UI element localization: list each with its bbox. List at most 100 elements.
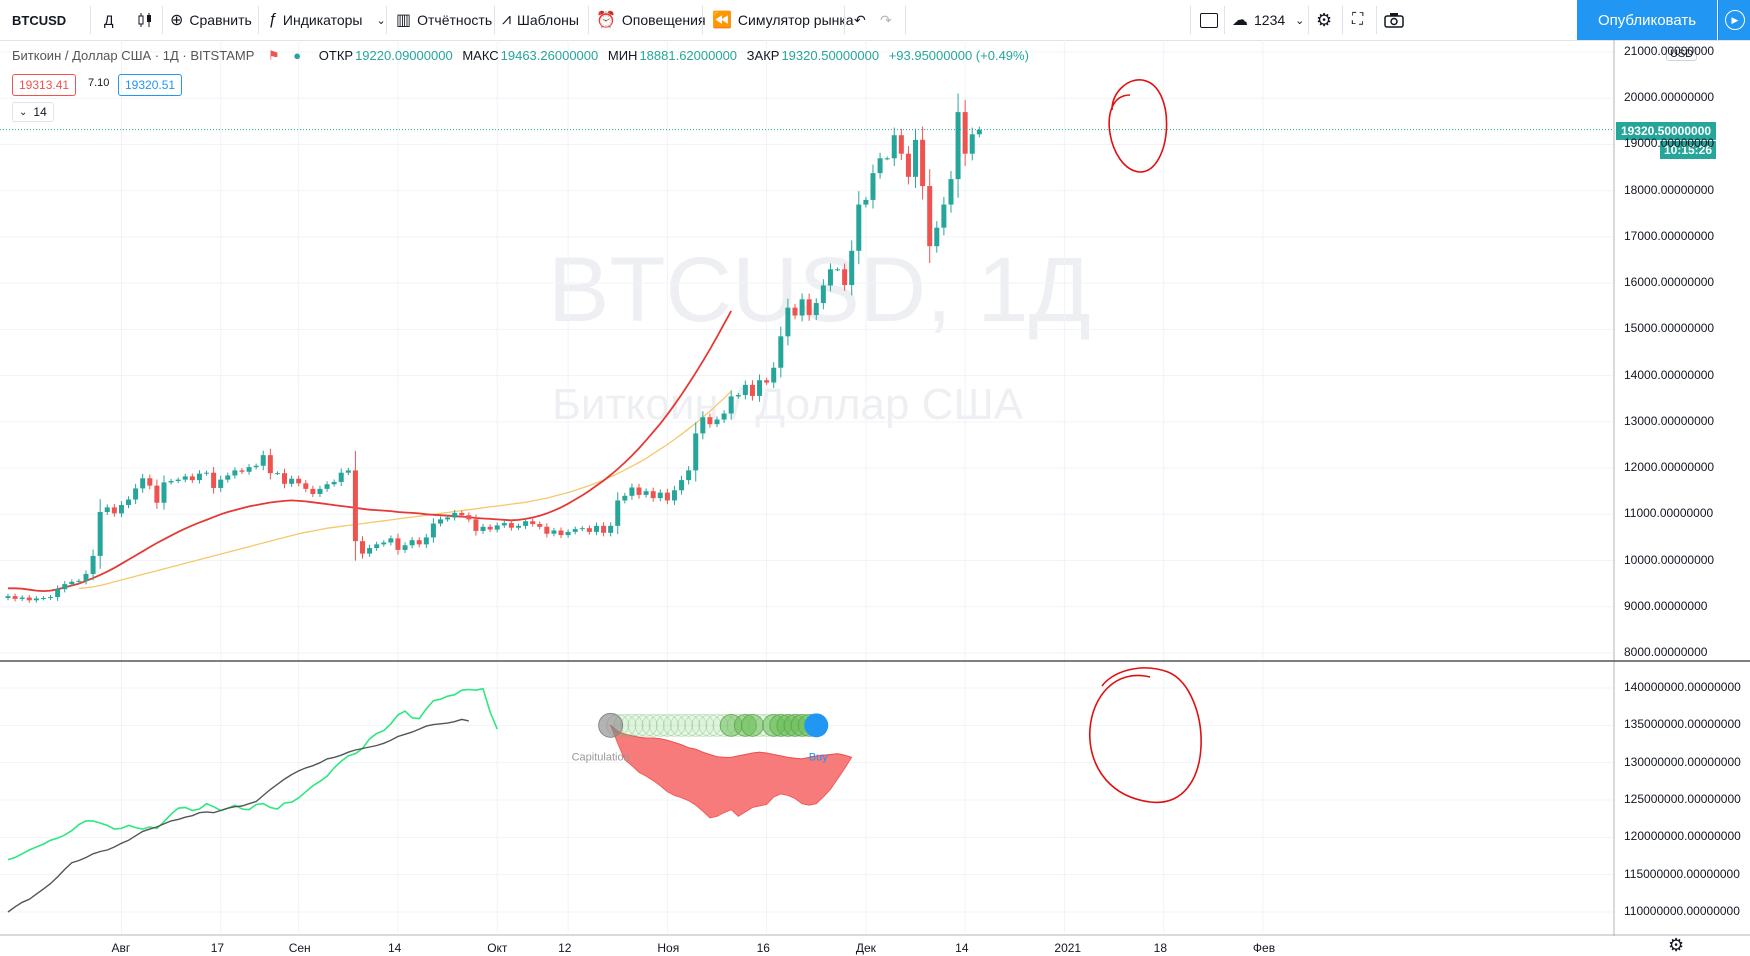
candle-body [785,307,791,337]
ma-slow-line [78,390,732,589]
reports-button[interactable]: ▥ Отчётность [396,0,492,40]
divider [494,6,495,34]
price-tick-label: 8000.00000000 [1624,645,1708,659]
candle-body [40,597,46,599]
indicators-button[interactable]: ƒ Индикаторы ⌄ [268,0,386,40]
candle-body [707,417,713,425]
signal-bubble [634,713,658,737]
oscillator-tick-label: 140000000.00000000 [1624,680,1741,694]
layout-button[interactable]: ☁ 1234 ⌄ [1232,0,1304,40]
gear-icon: ⚙ [1668,935,1685,955]
market-status-icon: ● [293,48,302,63]
axis-settings-button[interactable]: ⚙ [1668,935,1684,956]
buy-marker [804,713,829,738]
candle-body [565,531,571,536]
candle-body [182,476,188,480]
divider [1190,6,1191,34]
candle-body [721,413,727,420]
candle-body [601,525,607,533]
signal-bubble [670,713,694,737]
divider [588,6,589,34]
candle-body [827,269,833,286]
publish-button[interactable]: Опубликовать [1577,0,1717,40]
candle-body [835,269,841,271]
symbol-search[interactable]: BTCUSD [12,0,66,40]
interval-button[interactable]: Д [104,0,113,40]
candle-body [523,521,529,526]
signal-bubble [655,713,679,737]
compare-label: Сравнить [189,12,252,28]
candle-body [643,491,649,495]
currency-label[interactable]: USD [1666,47,1698,61]
compare-button[interactable]: ⊕ Сравнить [170,0,252,40]
close-value: 19320.50000000 [781,48,880,63]
x-tick-label: 14 [955,941,969,955]
signal-bubble [641,713,665,737]
candle-body [884,158,890,160]
candle-body [69,581,75,585]
candle-body [189,476,195,481]
candle-body [558,530,564,536]
candle-body [629,487,635,496]
candle-body [161,482,167,503]
camera-icon [1384,13,1404,28]
fullscreen-select-button[interactable] [1200,0,1218,40]
candle-body [211,472,217,488]
chart-style-button[interactable] [136,0,154,40]
price-tick-label: 21000.00000000 [1624,44,1715,58]
candle-body [778,336,784,368]
redo-icon: ↷ [880,11,892,28]
candle-body [537,524,543,527]
candle-body [700,417,706,434]
candle-body [303,483,309,489]
templates-button[interactable]: ⩘ Шаблоны [502,0,579,40]
candle-body [274,473,280,475]
candle-body [608,525,614,533]
signal-bubble [684,713,708,737]
settings-button[interactable]: ⚙ [1316,0,1332,40]
redo-button[interactable]: ↷ [880,0,892,40]
fullscreen-icon: ⛶ [1352,11,1364,28]
divider [162,6,163,34]
candle-body [877,158,883,174]
candle-body [338,472,344,482]
sell-price-box[interactable]: 19313.41 [12,74,77,96]
divider [258,6,259,34]
candle-body [452,512,458,518]
indicator-legend-toggle[interactable]: ⌄ 14 [12,102,54,122]
candle-body [622,495,628,501]
candle-body [530,521,536,525]
fullscreen-button[interactable]: ⛶ [1352,0,1363,40]
candle-body [126,499,132,506]
publish-menu-button[interactable]: ▶ [1718,0,1750,40]
undo-button[interactable]: ↶ [854,0,866,40]
close-label: ЗАКР [746,48,780,63]
candle-body [920,139,926,187]
x-tick-label: 2021 [1054,941,1082,955]
candle-body [586,528,592,532]
divider [386,6,387,34]
snapshot-button[interactable] [1384,0,1404,40]
candle-body [196,473,202,481]
candle-body [955,112,961,180]
candle-body [757,380,763,396]
alarm-clock-icon: ⏰ [596,12,616,29]
high-value: 19463.26000000 [500,48,599,63]
candle-body [849,250,855,286]
candle-body [83,573,89,581]
price-tick-label: 10000.00000000 [1624,552,1715,567]
oscillator-area [609,724,853,819]
buy-price-box[interactable]: 19320.51 [118,74,183,96]
candle-body [437,519,443,524]
alerts-button[interactable]: ⏰ Оповещения [596,0,706,40]
price-tick-label: 19000.00000000 [1624,136,1715,151]
candle-body [863,199,869,205]
candle-body [615,500,621,526]
signal-bubble [627,713,651,737]
candle-body [26,597,32,601]
plus-circle-icon: ⊕ [170,12,184,29]
signal-bubble [662,713,686,737]
replay-button[interactable]: ⏪ Симулятор рынка [712,0,854,40]
flag-icon[interactable]: ⚑ [268,48,280,63]
